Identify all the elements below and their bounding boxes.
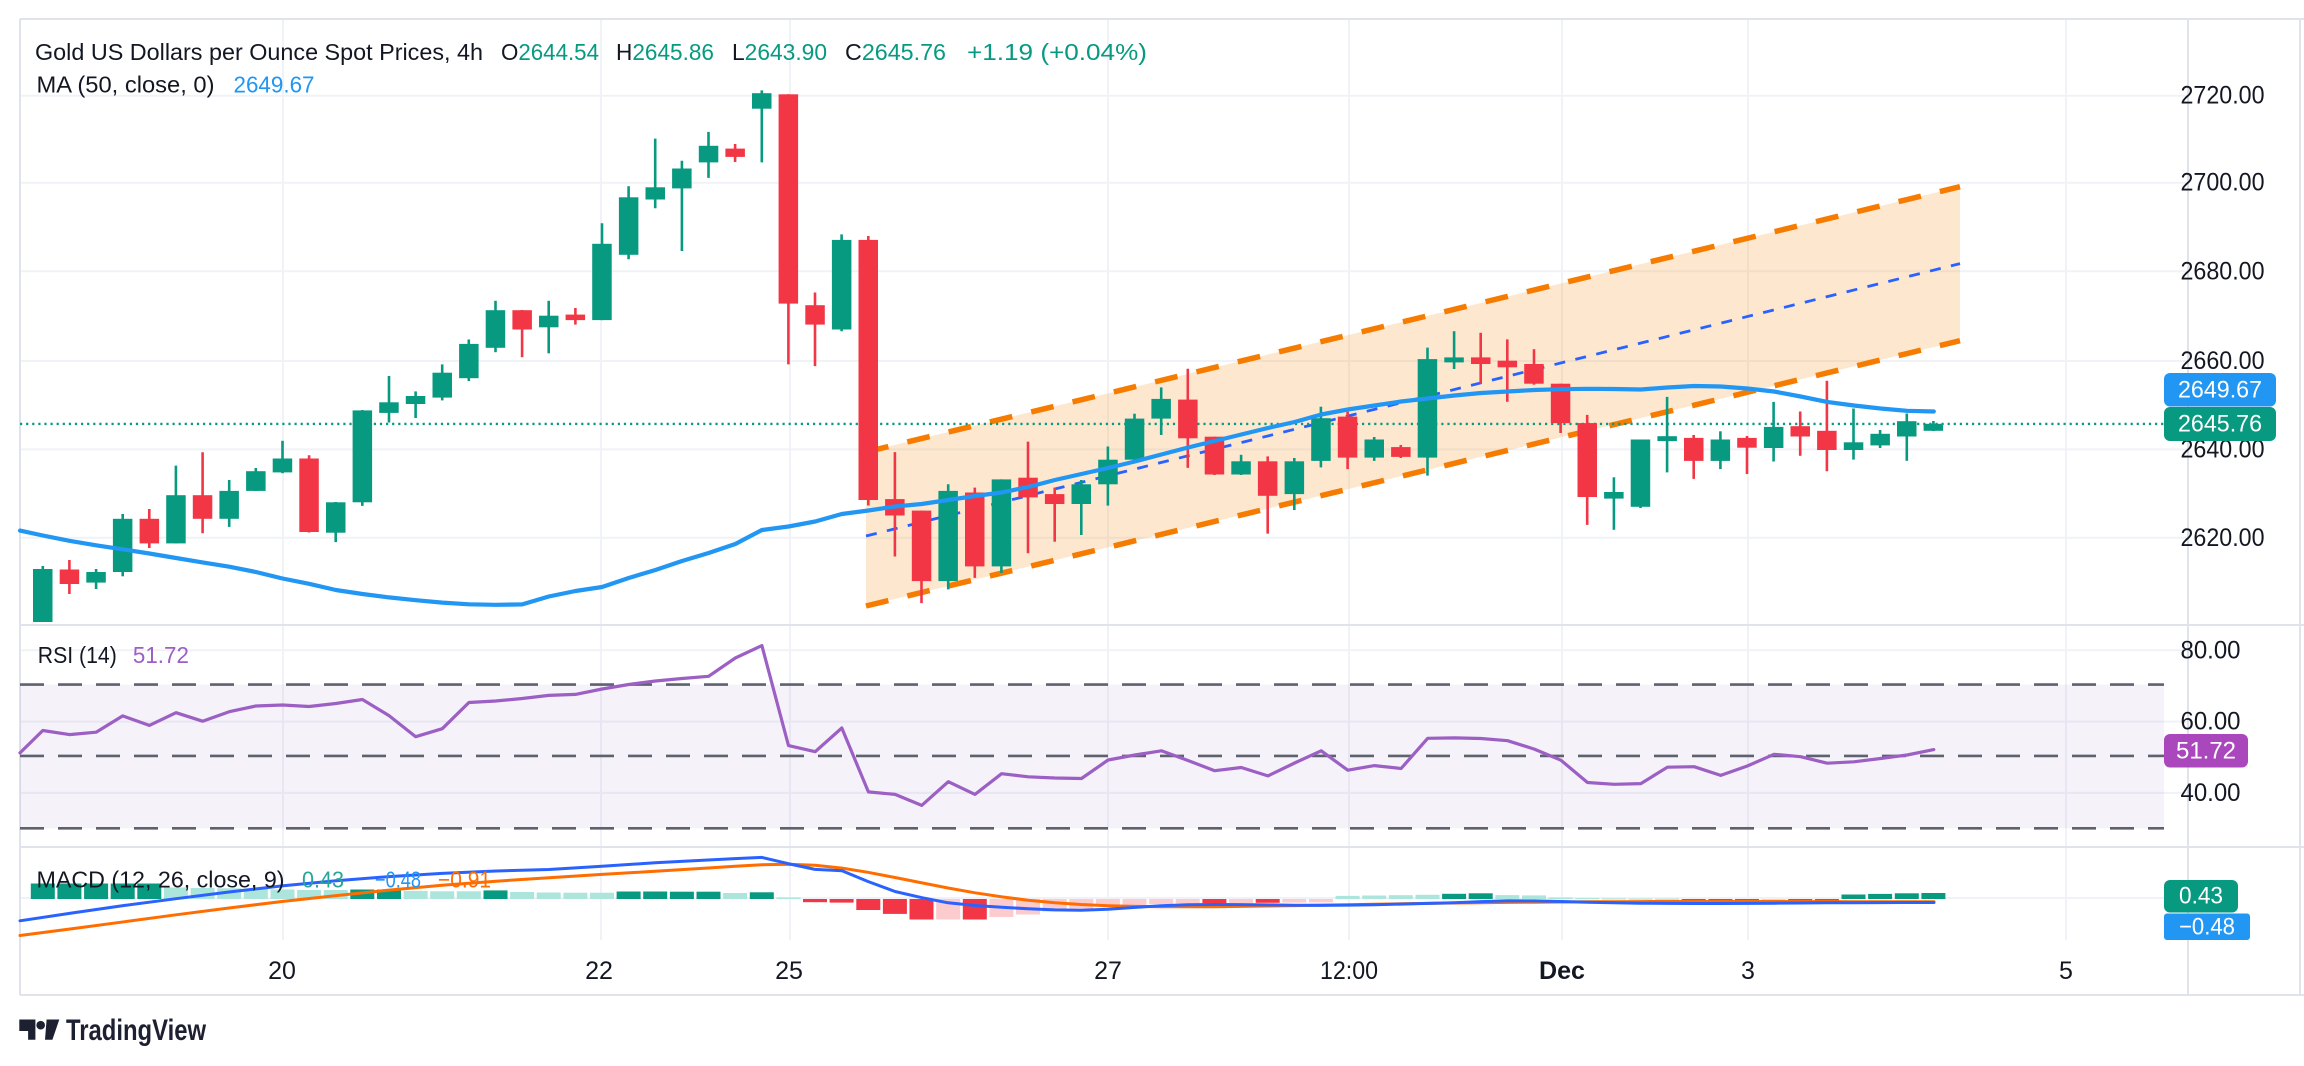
svg-text:0.43: 0.43 (302, 867, 344, 893)
svg-text:3: 3 (1741, 957, 1755, 985)
svg-text:O2644.54: O2644.54 (501, 39, 599, 65)
svg-text:0.43: 0.43 (2179, 883, 2223, 910)
svg-text:25: 25 (775, 957, 803, 985)
svg-text:−0.48: −0.48 (375, 867, 421, 893)
svg-text:TradingView: TradingView (66, 1014, 207, 1047)
svg-text:2649.67: 2649.67 (2178, 376, 2262, 403)
svg-text:80.00: 80.00 (2181, 636, 2241, 664)
svg-text:20: 20 (268, 957, 296, 985)
svg-text:2700.00: 2700.00 (2181, 169, 2265, 197)
svg-text:−0.91: −0.91 (438, 867, 491, 893)
svg-text:60.00: 60.00 (2181, 708, 2241, 736)
svg-text:Gold US Dollars per Ounce Spot: Gold US Dollars per Ounce Spot Prices, 4… (35, 39, 483, 65)
svg-text:22: 22 (585, 957, 613, 985)
svg-text:−0.48: −0.48 (2179, 913, 2235, 940)
svg-text:+1.19 (+0.04%): +1.19 (+0.04%) (967, 39, 1147, 65)
svg-text:H2645.86: H2645.86 (616, 39, 714, 65)
svg-text:51.72: 51.72 (2176, 737, 2236, 764)
svg-text:2720.00: 2720.00 (2181, 82, 2265, 110)
svg-text:27: 27 (1094, 957, 1122, 985)
svg-text:Dec: Dec (1539, 957, 1585, 985)
svg-text:12:00: 12:00 (1320, 957, 1378, 985)
svg-text:5: 5 (2059, 957, 2073, 985)
svg-text:RSI (14): RSI (14) (38, 642, 117, 668)
svg-text:C2645.76: C2645.76 (845, 39, 946, 65)
svg-text:2620.00: 2620.00 (2181, 524, 2265, 552)
svg-text:51.72: 51.72 (133, 642, 189, 668)
svg-text:L2643.90: L2643.90 (732, 39, 827, 65)
svg-text:2660.00: 2660.00 (2181, 347, 2265, 375)
svg-text:40.00: 40.00 (2181, 779, 2241, 807)
svg-text:2680.00: 2680.00 (2181, 257, 2265, 285)
svg-text:MACD (12, 26, close, 9): MACD (12, 26, close, 9) (37, 867, 285, 893)
svg-text:2649.67: 2649.67 (234, 72, 315, 98)
svg-text:2645.76: 2645.76 (2178, 411, 2262, 438)
svg-text:MA (50, close, 0): MA (50, close, 0) (37, 72, 215, 98)
